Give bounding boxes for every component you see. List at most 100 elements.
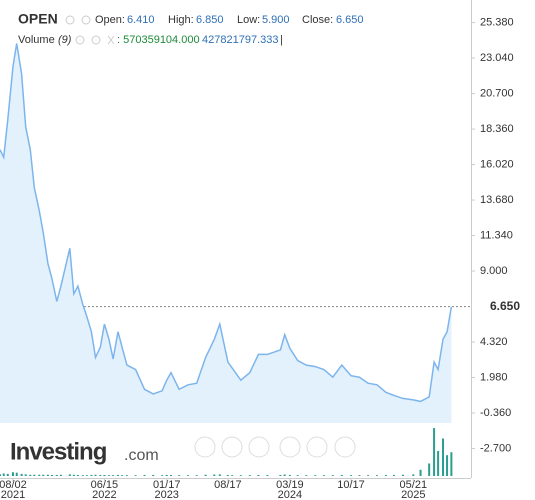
volume-bar — [90, 474, 93, 476]
y-tick-label: 11.340 — [480, 229, 513, 241]
volume-bar — [392, 474, 395, 476]
volume-bar — [195, 475, 198, 476]
separator: | — [280, 34, 283, 46]
open-value: 6.410 — [127, 14, 155, 26]
area-fill — [0, 43, 452, 423]
volume-bar — [257, 474, 260, 476]
volume-bar — [112, 475, 115, 476]
volume-bar — [231, 475, 234, 476]
x-tick-year: 2021 — [1, 489, 25, 500]
volume-value: : 570359104.000 — [117, 34, 200, 46]
y-tick-label: -0.360 — [480, 407, 511, 419]
volume-bar — [450, 452, 453, 476]
y-tick-label: 4.320 — [480, 336, 508, 348]
volume-bar — [116, 474, 119, 476]
volume-label: Volume — [18, 34, 55, 46]
volume-bar — [152, 474, 155, 476]
x-tick-label: 03/19 — [276, 479, 304, 491]
volume-bar — [170, 474, 173, 476]
volume-bar — [358, 475, 361, 476]
volume-bar — [446, 455, 449, 476]
volume-period: (9) — [58, 34, 72, 46]
volume-bar — [99, 474, 102, 476]
volume-bar — [24, 474, 27, 476]
volume-bar — [15, 472, 18, 476]
plot — [0, 43, 453, 476]
volume-bar — [165, 474, 168, 476]
symbol: OPEN — [18, 11, 58, 27]
y-tick-label: 1.980 — [480, 371, 508, 383]
volume-bar — [33, 474, 36, 476]
x-tick-label: 10/17 — [337, 479, 365, 491]
x-tick-label: 08/17 — [214, 479, 242, 491]
volume-bar — [296, 475, 299, 476]
volume-bar — [108, 475, 111, 476]
volume-bar — [288, 474, 291, 476]
volume-bar — [161, 475, 164, 476]
x-tick-year: 2025 — [401, 489, 425, 500]
volume-bar — [340, 474, 343, 476]
volume-bar — [401, 474, 404, 476]
volume-bar — [433, 428, 436, 476]
volume-bar — [226, 474, 229, 476]
volume-bar — [85, 475, 88, 476]
volume-bar — [0, 474, 1, 476]
y-tick-label: 16.020 — [480, 158, 514, 170]
x-tick-year: 2022 — [92, 489, 116, 500]
volume-bar — [419, 469, 422, 476]
volume-bar — [2, 473, 5, 476]
volume-bar — [59, 474, 62, 476]
x-tick-year: 2024 — [278, 489, 302, 500]
volume-bar — [38, 474, 41, 476]
volume-bar — [143, 474, 146, 476]
x-tick-label: 01/17 — [153, 479, 181, 491]
volume-bar — [68, 474, 71, 476]
x-tick-label: 08/02 — [0, 479, 27, 491]
y-tick-label: -2.700 — [480, 442, 511, 454]
volume-bar — [103, 474, 106, 476]
volume-bar — [213, 474, 216, 476]
volume-bar — [187, 475, 190, 476]
header-icons — [65, 15, 115, 45]
y-tick-label: 25.380 — [480, 17, 514, 29]
volume-bar — [20, 473, 23, 476]
volume-bar — [442, 438, 445, 476]
volume-bar — [72, 474, 75, 476]
volume-bar — [76, 474, 79, 476]
volume-bar — [6, 473, 9, 476]
brand: Investing — [10, 438, 107, 465]
volume-bar — [283, 474, 286, 476]
last-price-label: 6.650 — [490, 299, 520, 313]
volume-bar — [94, 474, 97, 476]
volume-bar — [121, 475, 124, 476]
volume-bar — [322, 475, 325, 476]
volume-bar — [81, 475, 84, 476]
volume-bar — [305, 475, 308, 476]
x-tick-label: 05/21 — [400, 479, 428, 491]
brand-suffix: .com — [124, 447, 159, 464]
volume-bar — [266, 474, 269, 476]
x-tick-year: 2023 — [154, 489, 178, 500]
volume-bar — [412, 474, 415, 476]
y-tick-label: 13.680 — [480, 194, 514, 206]
volume-bar — [42, 474, 45, 476]
volume-bar — [178, 475, 181, 476]
nav-buttons[interactable] — [194, 436, 356, 458]
volume-bar — [384, 474, 387, 476]
x-tick-label: 06/15 — [91, 479, 119, 491]
y-tick-label: 20.700 — [480, 87, 514, 99]
y-tick-label: 18.360 — [480, 123, 514, 135]
volume-bar — [11, 472, 14, 476]
high-label: High: — [168, 14, 194, 26]
y-tick-label: 9.000 — [480, 265, 508, 277]
volume-bar — [239, 475, 242, 476]
price-line — [0, 43, 453, 403]
close-value: 6.650 — [336, 14, 364, 26]
volume-bar — [134, 475, 137, 476]
volume-bar — [350, 475, 353, 476]
volume-bar — [331, 475, 334, 476]
volume-bar — [428, 463, 431, 476]
volume-bar — [314, 475, 317, 476]
volume-bar — [46, 474, 49, 476]
